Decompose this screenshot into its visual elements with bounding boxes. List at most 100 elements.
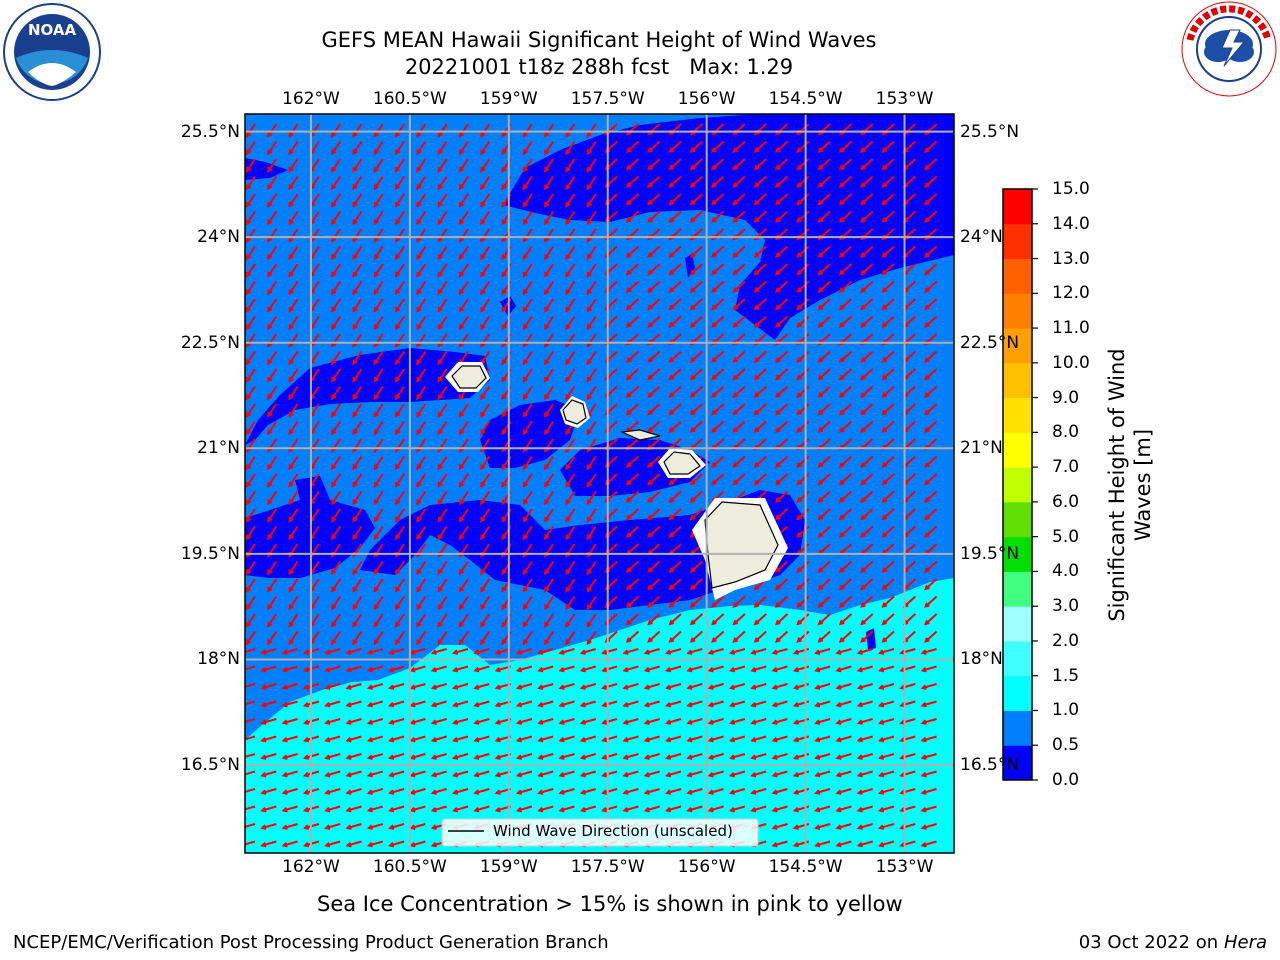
map-frame xyxy=(244,113,955,854)
wind-wave-arrow xyxy=(796,350,810,363)
wind-wave-arrow xyxy=(345,753,362,760)
wind-wave-arrow xyxy=(817,385,831,398)
wind-wave-arrow xyxy=(352,140,363,156)
lon-label-bottom: 160.5°W xyxy=(372,857,447,877)
wind-wave-arrow xyxy=(394,350,405,366)
wind-wave-arrow xyxy=(732,455,746,468)
wind-wave-arrow xyxy=(881,140,895,153)
wind-wave-arrow xyxy=(522,560,533,576)
wind-wave-arrow xyxy=(771,648,788,655)
wind-wave-arrow xyxy=(732,280,746,293)
wind-wave-arrow xyxy=(774,175,789,188)
wind-wave-arrow xyxy=(728,805,746,813)
wind-wave-arrow xyxy=(480,578,491,593)
wind-wave-arrow xyxy=(544,508,555,523)
wind-wave-arrow xyxy=(771,700,788,708)
wind-wave-arrow xyxy=(565,368,576,383)
wind-wave-arrow xyxy=(647,210,661,223)
wind-wave-arrow xyxy=(601,648,618,655)
wind-wave-arrow xyxy=(586,455,597,471)
wind-wave-arrow xyxy=(473,718,490,725)
wind-wave-arrow xyxy=(860,420,874,433)
wind-wave-arrow xyxy=(860,385,874,398)
wind-wave-arrow xyxy=(732,175,746,188)
wind-wave-arrow xyxy=(796,455,810,468)
wind-wave-arrow xyxy=(750,770,767,778)
colorbar-tick-label: 2.0 xyxy=(1052,630,1080,651)
wind-wave-arrow xyxy=(416,508,427,523)
wind-wave-arrow xyxy=(437,298,448,313)
wind-wave-arrow xyxy=(924,158,938,171)
wind-wave-arrow xyxy=(245,193,256,208)
wind-wave-arrow xyxy=(388,718,405,725)
wind-wave-arrow xyxy=(689,140,703,153)
wind-wave-arrow xyxy=(373,263,384,278)
wind-wave-arrow xyxy=(324,700,341,708)
wind-wave-arrow xyxy=(835,665,852,673)
wind-wave-arrow xyxy=(838,140,853,153)
wind-wave-arrow xyxy=(668,525,682,538)
wind-wave-arrow xyxy=(753,263,767,276)
wind-wave-arrow xyxy=(366,840,384,848)
wind-wave-arrow xyxy=(515,648,533,655)
wind-wave-arrow xyxy=(924,245,938,258)
wind-wave-arrow xyxy=(817,350,831,363)
wind-wave-arrow xyxy=(707,648,724,655)
island-molokai xyxy=(619,429,661,441)
wind-wave-arrow xyxy=(586,158,597,173)
wind-wave-arrow xyxy=(711,245,725,258)
wind-wave-arrow xyxy=(601,753,618,760)
wind-wave-arrow xyxy=(522,158,533,173)
wind-wave-arrow xyxy=(558,753,575,760)
wind-wave-arrow xyxy=(480,315,491,331)
wind-wave-arrow xyxy=(750,753,767,760)
wind-wave-arrow xyxy=(835,683,852,690)
wind-wave-arrow xyxy=(753,455,767,468)
wind-wave-arrow xyxy=(796,385,810,398)
wind-wave-arrow xyxy=(877,718,895,725)
wind-wave-arrow xyxy=(345,840,362,848)
wind-wave-arrow xyxy=(458,403,469,418)
wind-wave-arrow xyxy=(732,613,746,626)
wind-wave-arrow xyxy=(281,788,298,795)
wind-wave-arrow xyxy=(625,315,640,328)
wind-wave-arrow xyxy=(522,578,533,593)
wind-wave-arrow xyxy=(881,245,895,258)
wind-wave-arrow xyxy=(668,350,682,363)
wind-wave-arrow xyxy=(331,630,342,646)
wind-wave-arrow xyxy=(774,263,789,276)
wind-wave-arrow xyxy=(352,490,363,506)
wind-wave-arrow xyxy=(437,420,448,436)
lat-label-left: 16.5°N xyxy=(180,755,240,776)
wind-wave-arrow xyxy=(622,805,639,813)
wind-wave-arrow xyxy=(373,403,384,418)
wind-wave-arrow xyxy=(622,735,639,743)
wind-wave-arrow xyxy=(838,175,853,188)
wind-wave-arrow xyxy=(451,735,469,743)
wind-wave-arrow xyxy=(647,403,661,416)
wind-wave-arrow xyxy=(601,665,618,673)
wind-wave-arrow xyxy=(394,613,405,628)
wind-wave-arrow xyxy=(838,613,853,626)
wind-wave-arrow xyxy=(856,700,873,708)
wind-wave-arrow xyxy=(394,630,405,646)
lon-label-bottom: 157.5°W xyxy=(570,857,645,877)
wind-wave-arrow xyxy=(373,175,384,191)
wind-wave-arrow xyxy=(753,403,767,416)
wind-wave-arrow xyxy=(647,420,661,433)
wind-wave-arrow xyxy=(860,280,874,293)
wind-wave-arrow xyxy=(668,403,682,416)
wind-wave-arrow xyxy=(877,735,895,743)
colorbar-tick-label: 8.0 xyxy=(1052,422,1080,443)
wind-wave-arrow xyxy=(689,508,703,521)
lat-label-right: 24°N xyxy=(960,227,1003,248)
wind-wave-arrow xyxy=(601,718,618,725)
wind-wave-arrow xyxy=(373,228,384,243)
wind-wave-arrow xyxy=(260,805,277,813)
wind-wave-arrow xyxy=(860,245,874,258)
wind-wave-arrow xyxy=(686,665,703,673)
wind-wave-arrow xyxy=(920,823,937,830)
wind-wave-arrow xyxy=(817,473,831,486)
wind-wave-arrow xyxy=(753,613,767,626)
wind-wave-arrow xyxy=(331,525,342,541)
